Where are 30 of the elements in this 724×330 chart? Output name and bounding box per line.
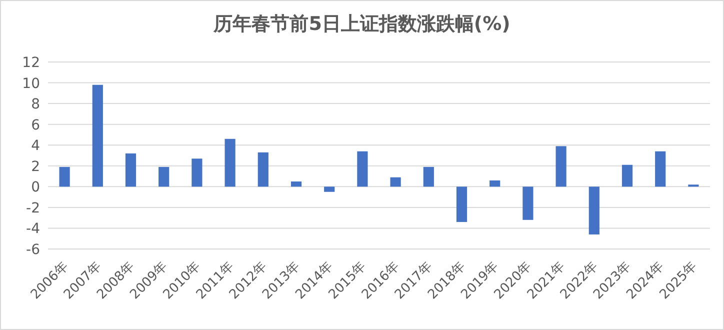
y-tick-label: -4 xyxy=(26,221,40,238)
y-tick-label: 2 xyxy=(31,158,40,175)
bar xyxy=(324,186,335,192)
bar xyxy=(92,84,103,187)
bar xyxy=(556,146,566,187)
bar xyxy=(522,186,534,220)
y-tick-label: 12 xyxy=(22,55,40,71)
y-tick-label: -2 xyxy=(26,200,40,216)
y-tick-label: -6 xyxy=(26,242,40,258)
bar xyxy=(357,151,368,187)
bar xyxy=(390,177,401,187)
bar xyxy=(290,181,302,187)
y-tick-label: 6 xyxy=(31,117,40,134)
bar xyxy=(423,166,434,187)
bar xyxy=(622,164,633,187)
bar xyxy=(158,166,170,187)
y-tick-label: 4 xyxy=(31,138,40,154)
bar xyxy=(125,153,136,187)
bar xyxy=(258,152,268,187)
bar xyxy=(456,186,468,222)
y-tick-label: 0 xyxy=(31,180,40,196)
bar xyxy=(224,138,236,187)
bar xyxy=(192,158,202,187)
y-tick-label: 8 xyxy=(31,96,40,113)
bar xyxy=(588,186,600,234)
y-tick-label: 10 xyxy=(22,76,40,92)
bar xyxy=(655,151,666,187)
bar xyxy=(59,166,70,187)
bar xyxy=(490,180,500,187)
chart-title: 历年春节前5日上证指数涨跌幅(%) xyxy=(212,13,510,35)
